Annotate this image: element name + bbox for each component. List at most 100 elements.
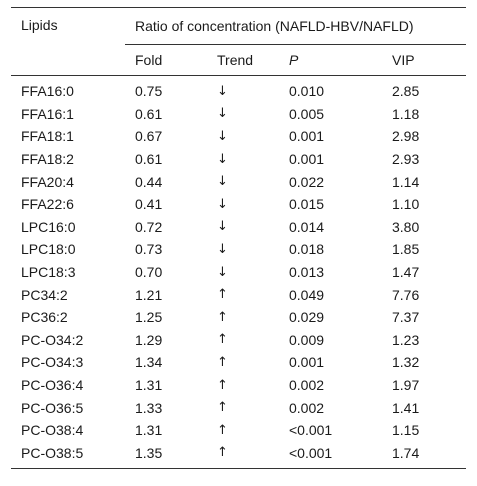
lipid-name-cell: LPC18:3 bbox=[21, 264, 76, 281]
vip-cell: 1.23 bbox=[392, 331, 420, 348]
table-row: FFA16:1 0.61 ↓ 0.005 1.18 bbox=[11, 103, 466, 126]
lipid-name-cell: PC34:2 bbox=[21, 286, 68, 303]
lipid-name-cell: PC36:2 bbox=[21, 309, 68, 326]
fold-cell: 1.31 bbox=[135, 377, 163, 394]
lipid-name-cell: FFA18:1 bbox=[21, 128, 74, 145]
p-value-column-header: P bbox=[279, 44, 382, 76]
p-value-cell: 0.002 bbox=[289, 377, 325, 394]
lipid-ratio-table-container: Lipids Ratio of concentration (NAFLD-HBV… bbox=[11, 7, 467, 470]
table-row: LPC18:0 0.73 ↓ 0.018 1.85 bbox=[11, 238, 466, 261]
fold-cell: 0.73 bbox=[135, 241, 163, 258]
lipids-column-header: Lipids bbox=[11, 7, 125, 76]
table-row: FFA18:2 0.61 ↓ 0.001 2.93 bbox=[11, 148, 466, 171]
trend-arrow-cell: ↑ bbox=[217, 332, 228, 348]
table-row: PC34:2 1.21 ↑ 0.049 7.76 bbox=[11, 283, 466, 306]
p-value-cell: 0.001 bbox=[289, 354, 325, 371]
vip-cell: 1.74 bbox=[382, 441, 467, 470]
table-row: PC-O38:5 1.35 ↑ <0.001 1.74 bbox=[11, 441, 467, 470]
table-header: Lipids Ratio of concentration (NAFLD-HBV… bbox=[11, 7, 467, 76]
vip-cell: 2.98 bbox=[392, 128, 420, 145]
vip-cell: 7.37 bbox=[392, 309, 420, 326]
vip-cell: 1.18 bbox=[392, 105, 420, 122]
trend-arrow-cell: ↑ bbox=[217, 287, 228, 303]
table-row: PC-O36:4 1.31 ↑ 0.002 1.97 bbox=[11, 374, 466, 397]
table-row: FFA18:1 0.67 ↓ 0.001 2.98 bbox=[11, 125, 466, 148]
fold-cell: 0.75 bbox=[135, 83, 163, 100]
p-value-cell: 0.013 bbox=[289, 264, 325, 281]
p-value-cell: 0.005 bbox=[289, 105, 325, 122]
lipid-name-cell: FFA16:1 bbox=[21, 105, 74, 122]
p-value-cell: 0.022 bbox=[289, 173, 325, 190]
fold-cell: 1.21 bbox=[135, 286, 163, 303]
table-row: LPC18:3 0.70 ↓ 0.013 1.47 bbox=[11, 261, 466, 284]
fold-cell: 1.33 bbox=[135, 399, 163, 416]
trend-arrow-cell: ↑ bbox=[217, 354, 228, 370]
trend-arrow-cell: ↓ bbox=[217, 83, 228, 99]
fold-cell: 0.67 bbox=[135, 128, 163, 145]
header-row-group: Lipids Ratio of concentration (NAFLD-HBV… bbox=[11, 7, 467, 76]
lipid-name-cell: PC-O38:4 bbox=[21, 422, 84, 439]
vip-cell: 1.41 bbox=[392, 399, 420, 416]
p-value-cell: 0.015 bbox=[289, 196, 325, 213]
lipid-name-cell: PC-O36:5 bbox=[21, 399, 84, 416]
p-value-cell: 0.029 bbox=[289, 309, 325, 326]
lipid-name-cell: PC-O38:5 bbox=[11, 441, 125, 470]
fold-column-header: Fold bbox=[125, 44, 207, 76]
p-value-cell: 0.001 bbox=[289, 151, 325, 168]
table-row: PC-O38:4 1.31 ↑ <0.001 1.15 bbox=[11, 419, 466, 442]
lipid-name-cell: LPC16:0 bbox=[21, 218, 76, 235]
vip-cell: 1.85 bbox=[392, 241, 420, 258]
trend-arrow-cell: ↑ bbox=[217, 377, 228, 393]
trend-arrow-cell: ↓ bbox=[217, 128, 228, 144]
lipid-name-cell: FFA16:0 bbox=[21, 83, 74, 100]
header-row-columns: Fold Trend P VIP bbox=[11, 44, 467, 76]
trend-arrow-cell: ↓ bbox=[217, 174, 228, 190]
p-value-cell: 0.014 bbox=[289, 218, 325, 235]
vip-cell: 2.85 bbox=[392, 83, 420, 100]
lipid-name-cell: LPC18:0 bbox=[21, 241, 76, 258]
fold-cell: 1.34 bbox=[135, 354, 163, 371]
lipid-name-cell: PC-O34:3 bbox=[21, 354, 84, 371]
table-row: PC-O34:3 1.34 ↑ 0.001 1.32 bbox=[11, 351, 466, 374]
fold-cell: 0.72 bbox=[135, 218, 163, 235]
vip-cell: 1.32 bbox=[392, 354, 420, 371]
trend-column-header: Trend bbox=[207, 44, 279, 76]
vip-column-header: VIP bbox=[382, 44, 467, 76]
vip-cell: 1.14 bbox=[392, 173, 420, 190]
table-row: LPC16:0 0.72 ↓ 0.014 3.80 bbox=[11, 216, 466, 239]
trend-arrow-cell: ↓ bbox=[217, 241, 228, 257]
fold-cell: 0.44 bbox=[135, 173, 163, 190]
fold-cell: 0.61 bbox=[135, 151, 163, 168]
p-value-cell: <0.001 bbox=[279, 441, 382, 470]
vip-cell: 1.47 bbox=[392, 264, 420, 281]
vip-cell: 7.76 bbox=[392, 286, 420, 303]
lipid-ratio-table: Lipids Ratio of concentration (NAFLD-HBV… bbox=[11, 7, 467, 470]
trend-arrow-cell: ↓ bbox=[217, 264, 228, 280]
p-value-cell: 0.049 bbox=[289, 286, 325, 303]
trend-arrow-cell: ↑ bbox=[217, 309, 228, 325]
vip-cell: 2.93 bbox=[392, 151, 420, 168]
p-value-cell: 0.002 bbox=[289, 399, 325, 416]
trend-arrow-cell: ↑ bbox=[217, 400, 228, 416]
vip-cell: 3.80 bbox=[392, 218, 420, 235]
fold-cell: 1.29 bbox=[135, 331, 163, 348]
table-row: PC36:2 1.25 ↑ 0.029 7.37 bbox=[11, 306, 466, 329]
lipid-name-cell: FFA20:4 bbox=[21, 173, 74, 190]
table-row: FFA16:0 0.75 ↓ 0.010 2.85 bbox=[11, 76, 466, 103]
fold-cell: 1.31 bbox=[135, 422, 163, 439]
vip-cell: 1.10 bbox=[392, 196, 420, 213]
trend-arrow-cell: ↑ bbox=[217, 422, 228, 438]
fold-cell: 0.61 bbox=[135, 105, 163, 122]
p-value-cell: 0.001 bbox=[289, 128, 325, 145]
p-value-cell: <0.001 bbox=[289, 422, 333, 439]
vip-cell: 1.15 bbox=[392, 422, 420, 439]
table-row: PC-O36:5 1.33 ↑ 0.002 1.41 bbox=[11, 396, 466, 419]
table-row: FFA20:4 0.44 ↓ 0.022 1.14 bbox=[11, 170, 466, 193]
table-row: PC-O34:2 1.29 ↑ 0.009 1.23 bbox=[11, 329, 466, 352]
p-value-cell: 0.009 bbox=[289, 331, 325, 348]
vip-cell: 1.97 bbox=[392, 377, 420, 394]
lipid-name-cell: PC-O34:2 bbox=[21, 331, 84, 348]
fold-cell: 1.25 bbox=[135, 309, 163, 326]
table-body: FFA16:0 0.75 ↓ 0.010 2.85 FFA16:1 0.61 ↓ 0.005 1.… bbox=[11, 76, 467, 470]
lipid-name-cell: PC-O36:4 bbox=[21, 377, 84, 394]
